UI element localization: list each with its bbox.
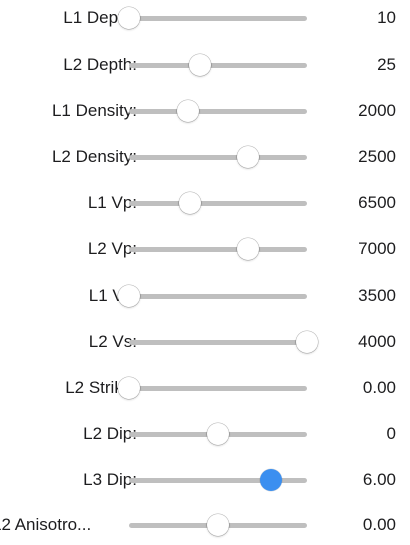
l2-depth-slider[interactable] (129, 45, 307, 85)
slider-value: 0 (386, 424, 396, 443)
slider-label: L1 Vp: (87, 193, 137, 212)
slider-thumb[interactable] (176, 100, 199, 122)
l2-density-slider[interactable] (129, 137, 307, 177)
l1-depth-slider[interactable] (118, 0, 307, 38)
slider-row-l3-dip: L3 Dip: 6.00 (0, 460, 410, 500)
slider-track (129, 16, 307, 21)
slider-row-l1-vs: L1 Vs: 3500 (0, 276, 410, 316)
slider-label: L2 Vp: (87, 239, 137, 258)
slider-track (129, 294, 307, 299)
slider-label: L2 Depth: (63, 55, 137, 74)
slider-track (129, 63, 307, 68)
slider-value: 6.00 (362, 470, 396, 489)
slider-row-l2-anisotropy: L2 Anisotro... 0.00 (0, 505, 410, 545)
slider-thumb[interactable] (296, 331, 318, 353)
l1-vp-slider[interactable] (129, 183, 307, 223)
slider-thumb[interactable] (178, 192, 201, 214)
slider-track (129, 247, 307, 252)
slider-value: 2000 (358, 101, 396, 120)
slider-row-l1-density: L1 Density: 2000 (0, 91, 410, 131)
slider-thumb[interactable] (237, 146, 260, 168)
slider-label: L1 Density: (51, 101, 137, 120)
slider-track (129, 201, 307, 206)
slider-label: L2 Anisotro... (0, 515, 92, 534)
slider-thumb[interactable] (118, 285, 140, 307)
slider-value: 7000 (358, 239, 396, 258)
slider-row-l2-vs: L2 Vs: 4000 (0, 322, 410, 362)
slider-row-l2-depth: L2 Depth: 25 (0, 45, 410, 85)
slider-value: 2500 (358, 147, 396, 166)
slider-label: L2 Dip: (83, 424, 137, 443)
l2-vs-slider[interactable] (129, 322, 318, 362)
l2-anisotropy-slider[interactable] (129, 505, 307, 545)
slider-thumb[interactable] (260, 469, 283, 491)
slider-track (129, 386, 307, 391)
slider-track (129, 155, 307, 160)
slider-label: L3 Dip: (83, 470, 137, 489)
slider-row-l2-dip: L2 Dip: 0 (0, 414, 410, 454)
slider-track (129, 340, 307, 345)
slider-row-l1-vp: L1 Vp: 6500 (0, 183, 410, 223)
slider-value: 4000 (358, 332, 396, 351)
slider-value: 3500 (358, 286, 396, 305)
slider-label: L2 Vs: (88, 332, 137, 351)
slider-thumb[interactable] (207, 514, 229, 536)
l3-dip-slider[interactable] (129, 460, 307, 500)
slider-thumb[interactable] (118, 377, 140, 399)
l1-vs-slider[interactable] (118, 276, 307, 316)
slider-row-l2-vp: L2 Vp: 7000 (0, 229, 410, 269)
slider-row-l2-density: L2 Density: 2500 (0, 137, 410, 177)
slider-row-l2-strike: L2 Strike: 0.00 (0, 368, 410, 408)
slider-thumb[interactable] (237, 238, 260, 260)
slider-value: 6500 (358, 193, 396, 212)
l2-dip-slider[interactable] (129, 414, 307, 454)
slider-label: L2 Density: (51, 147, 137, 166)
slider-value: 0.00 (362, 378, 396, 397)
slider-value: 0.00 (362, 515, 396, 534)
slider-track (129, 478, 307, 483)
slider-track (129, 109, 307, 114)
l2-strike-slider[interactable] (118, 368, 307, 408)
slider-row-l1-depth: L1 Depth: 10 (0, 0, 410, 38)
slider-value: 10 (377, 8, 396, 27)
l2-vp-slider[interactable] (129, 229, 307, 269)
slider-thumb[interactable] (118, 7, 140, 29)
l1-density-slider[interactable] (129, 91, 307, 131)
slider-thumb[interactable] (207, 423, 229, 445)
slider-value: 25 (377, 55, 396, 74)
slider-thumb[interactable] (189, 54, 212, 76)
